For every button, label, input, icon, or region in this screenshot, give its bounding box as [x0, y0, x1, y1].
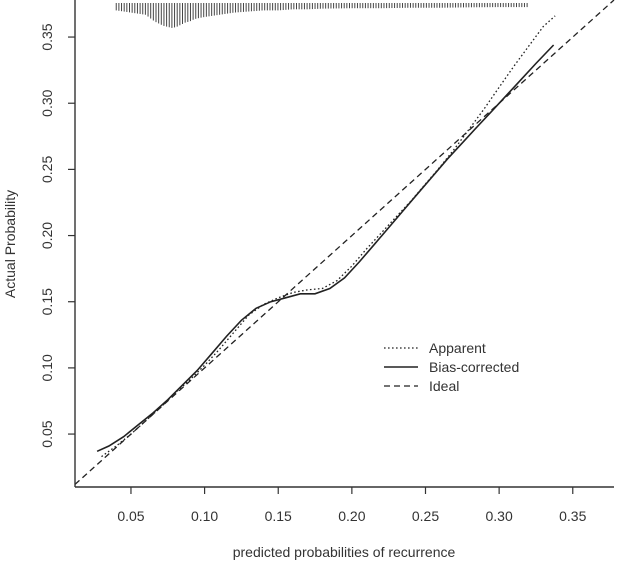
legend: Apparent Bias-corrected Ideal [384, 340, 519, 394]
x-tick-label: 0.15 [265, 508, 292, 524]
legend-label-0: Apparent [429, 340, 486, 356]
y-axis-label: Actual Probability [2, 190, 18, 298]
x-axis-label: predicted probabilities of recurrence [233, 544, 456, 560]
x-tick-label: 0.20 [338, 508, 365, 524]
y-tick-label: 0.35 [39, 23, 55, 50]
series-line-ideal [74, 0, 615, 485]
series-layer [74, 0, 615, 485]
x-tick-label: 0.25 [412, 508, 439, 524]
y-tick-label: 0.20 [39, 222, 55, 249]
series-line-apparent [101, 15, 556, 458]
x-tick-label: 0.05 [117, 508, 144, 524]
x-tick-label: 0.35 [559, 508, 586, 524]
y-tick-label: 0.25 [39, 156, 55, 183]
x-tick-label: 0.30 [486, 508, 513, 524]
y-tick-label: 0.15 [39, 288, 55, 315]
y-tick-label: 0.30 [39, 89, 55, 116]
y-tick-label: 0.10 [39, 354, 55, 381]
series-line-bias-corrected [96, 44, 555, 453]
legend-label-2: Ideal [429, 378, 459, 394]
y-tick-label: 0.05 [39, 420, 55, 447]
legend-label-1: Bias-corrected [429, 359, 519, 375]
rug-plot [115, 3, 528, 28]
x-tick-label: 0.10 [191, 508, 218, 524]
x-ticks: 0.05 0.10 0.15 0.20 0.25 0.30 0.35 [117, 487, 587, 524]
y-ticks: 0.05 0.10 0.15 0.20 0.25 0.30 0.35 [39, 23, 75, 448]
